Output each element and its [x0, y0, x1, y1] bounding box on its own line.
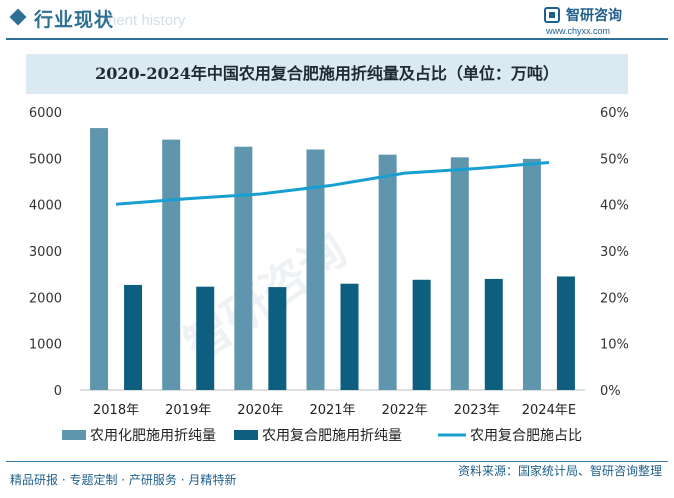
x-tick-label: 2023年 — [454, 403, 500, 418]
y-left-tick-label: 4000 — [29, 199, 62, 214]
combo-chart: 智研咨询01000200030004000500060000%10%20%30%… — [29, 106, 629, 444]
x-tick-label: 2024年E — [522, 403, 576, 418]
logo-url: www.chyxx.com — [546, 26, 611, 36]
x-tick-label: 2021年 — [309, 403, 355, 418]
bar-fertilizer — [162, 139, 181, 390]
legend-share-label: 农用复合肥施占比 — [470, 427, 582, 444]
bar-compound-fertilizer — [412, 279, 431, 390]
bar-compound-fertilizer — [340, 283, 359, 390]
y-right-tick-label: 50% — [600, 152, 629, 167]
chart-title: 2020-2024年中国农用复合肥施用折纯量及占比（单位：万吨） — [95, 64, 559, 83]
bar-fertilizer — [522, 158, 541, 390]
x-tick-label: 2020年 — [237, 403, 283, 418]
y-right-tick-label: 20% — [600, 291, 629, 306]
x-tick-label: 2019年 — [165, 403, 211, 418]
logo-name: 智研咨询 — [566, 8, 622, 24]
line-compound-share — [115, 161, 550, 206]
x-tick-label: 2018年 — [93, 403, 139, 418]
y-left-tick-label: 6000 — [29, 106, 62, 121]
y-right-tick-label: 40% — [600, 199, 629, 214]
bar-compound-fertilizer — [484, 278, 503, 390]
logo-icon — [544, 7, 560, 23]
legend-fertilizer-swatch — [62, 430, 86, 440]
y-left-tick-label: 5000 — [29, 152, 62, 167]
footer-tagline: 精品研报 · 专题定制 · 产研服务 · 月精特新 — [10, 473, 237, 487]
chart-title-bar: 2020-2024年中国农用复合肥施用折纯量及占比（单位：万吨） — [26, 54, 628, 94]
section-title: 行业现状 — [34, 9, 115, 31]
bar-compound-fertilizer — [124, 284, 143, 390]
top-header: 行业现状 nent history 智研咨询 www.chyxx.com — [0, 0, 674, 38]
bar-fertilizer — [306, 149, 325, 390]
y-right-tick-label: 30% — [600, 245, 629, 260]
bar-fertilizer — [450, 157, 469, 390]
bar-fertilizer — [90, 128, 109, 390]
footer-divider — [6, 461, 668, 462]
y-right-tick-label: 0% — [600, 384, 621, 399]
legend-compound-label: 农用复合肥施用折纯量 — [262, 427, 402, 444]
legend-fertilizer-label: 农用化肥施用折纯量 — [90, 428, 216, 444]
y-left-tick-label: 0 — [54, 384, 62, 399]
y-left-tick-label: 1000 — [29, 338, 62, 353]
y-left-tick-label: 3000 — [29, 245, 62, 260]
watermark-text: nent history — [108, 12, 186, 29]
source-note: 资料来源：国家统计局、智研咨询整理 — [457, 464, 662, 478]
bar-fertilizer — [234, 146, 253, 390]
bar-compound-fertilizer — [268, 287, 287, 390]
brand-logo: 智研咨询 www.chyxx.com — [544, 4, 664, 38]
y-right-tick-label: 60% — [600, 106, 629, 121]
bar-compound-fertilizer — [556, 276, 575, 390]
y-left-tick-label: 2000 — [29, 291, 62, 306]
header-divider — [6, 38, 668, 40]
bar-fertilizer — [378, 154, 397, 390]
y-right-tick-label: 10% — [600, 338, 629, 353]
bar-compound-fertilizer — [196, 286, 215, 390]
legend-compound-swatch — [234, 430, 258, 440]
x-tick-label: 2022年 — [382, 403, 428, 418]
diamond-icon — [9, 8, 27, 26]
